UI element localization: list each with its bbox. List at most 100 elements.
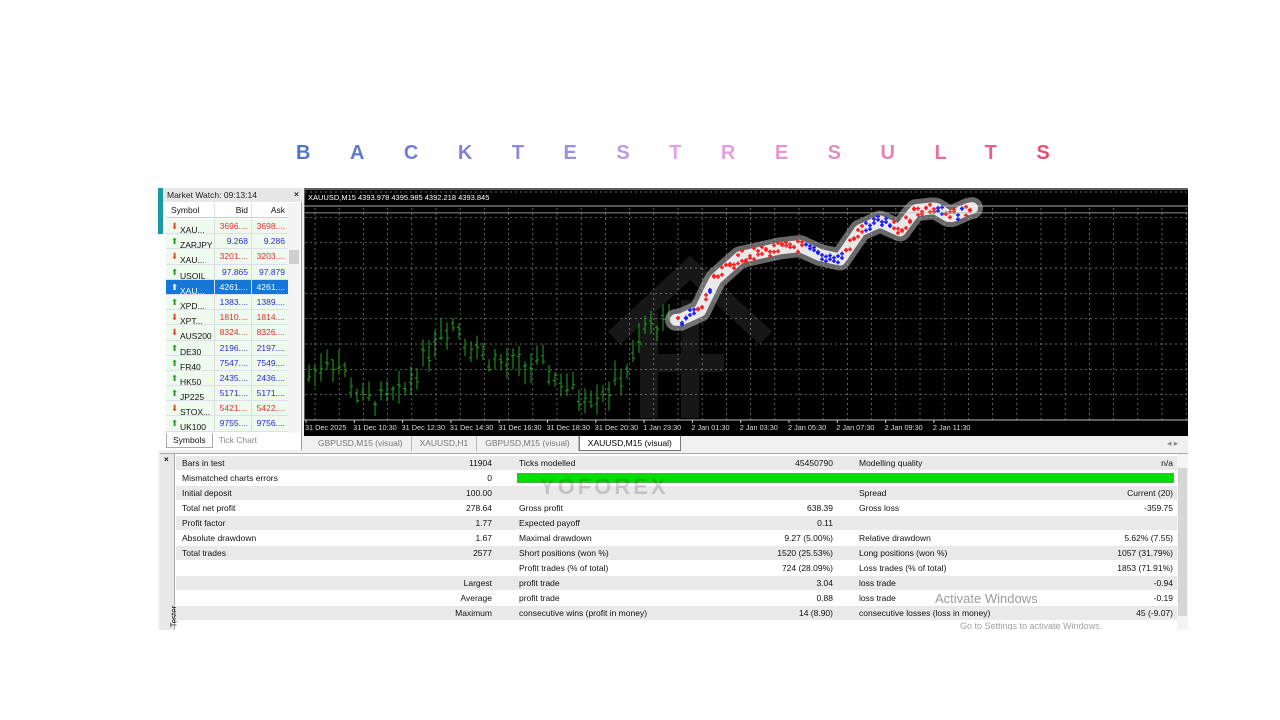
market-watch-row[interactable]: ⬇ XAU... 3696.... 3698.... bbox=[166, 219, 288, 235]
sell-arrow-icon bbox=[720, 272, 724, 277]
price-chart[interactable]: 4403.2004391.9804380.4204369.2004357.980… bbox=[304, 188, 1188, 436]
buy-arrow-icon bbox=[884, 216, 888, 221]
symbol-cell: ⬇ STOX... bbox=[166, 401, 215, 416]
chart-tab[interactable]: XAUUSD,H1 bbox=[412, 436, 478, 451]
buy-arrow-icon bbox=[868, 227, 872, 232]
market-watch-list: ⬇ XAU... 3696.... 3698.... ⬆ ZARJPY 9.268 9.286… bbox=[166, 219, 288, 432]
ask-cell: 8326.... bbox=[256, 327, 285, 338]
tab-scroll-arrows-icon[interactable]: ◂ ▸ bbox=[1167, 438, 1178, 448]
result-value: Current (20) bbox=[1127, 488, 1173, 498]
market-watch-tabs: Symbols Tick Chart bbox=[166, 433, 300, 448]
scrollbar-thumb[interactable] bbox=[1178, 468, 1187, 616]
result-value: -359.75 bbox=[1144, 503, 1173, 513]
symbol-cell: ⬇ AUS200 bbox=[166, 325, 215, 340]
sell-arrow-icon bbox=[916, 206, 920, 211]
market-watch-row[interactable]: ⬆ HK50 2435.... 2436.... bbox=[166, 370, 288, 387]
tab-symbols[interactable]: Symbols bbox=[166, 433, 213, 448]
time-label: 31 Dec 20:30 bbox=[595, 423, 638, 432]
arrow-up-icon: ⬆ bbox=[171, 388, 179, 399]
sell-arrow-icon bbox=[720, 265, 724, 270]
column-bid[interactable]: Bid bbox=[215, 203, 252, 217]
market-watch-row[interactable]: ⬇ XAU... 3201.... 3203.... bbox=[166, 249, 288, 265]
arrow-up-icon: ⬆ bbox=[171, 281, 179, 292]
chart-tab-active[interactable]: XAUUSD,M15 (visual) bbox=[578, 436, 681, 451]
sell-arrow-icon bbox=[732, 262, 736, 267]
market-watch-row[interactable]: ⬆ XPD... 1383.... 1389.... bbox=[166, 294, 288, 311]
time-label: 31 Dec 12:30 bbox=[402, 423, 445, 432]
bid-cell: 5171.... bbox=[215, 386, 252, 401]
result-value: 724 (28.09%) bbox=[781, 563, 833, 573]
buy-arrow-icon bbox=[956, 212, 960, 217]
market-watch-row[interactable]: ⬆ UK100 9755.... 9756.... bbox=[166, 416, 288, 432]
symbol-cell: ⬆ XAU... bbox=[166, 279, 215, 294]
market-watch-row[interactable]: ⬇ XPT... 1810.... 1814.... bbox=[166, 310, 288, 326]
close-icon[interactable]: × bbox=[164, 455, 169, 464]
results-row: Average profit trade 0.88 loss trade -0.19 bbox=[176, 591, 1177, 606]
symbol-cell: ⬆ USOIL bbox=[166, 264, 215, 279]
symbol-cell: ⬆ UK100 bbox=[166, 416, 215, 431]
symbol-name: XPT... bbox=[180, 316, 203, 325]
arrow-down-icon: ⬇ bbox=[171, 312, 179, 323]
result-label: Total trades bbox=[182, 548, 226, 558]
market-watch-scrollbar[interactable] bbox=[288, 203, 300, 433]
result-label: Initial deposit bbox=[182, 488, 232, 498]
market-watch-row[interactable]: ⬆ FR40 7547.... 7549.... bbox=[166, 355, 288, 371]
market-watch-row[interactable]: ⬆ JP225 5171.... 5171.... bbox=[166, 386, 288, 402]
bid-cell: 97.865 bbox=[215, 264, 252, 279]
buy-arrow-icon bbox=[828, 257, 832, 262]
bid-cell: 3201.... bbox=[215, 249, 252, 264]
result-value: 1520 (25.53%) bbox=[777, 548, 833, 558]
market-watch-row[interactable]: ⬆ DE30 2196.... 2197.... bbox=[166, 340, 288, 356]
symbol-name: UK100 bbox=[180, 422, 206, 431]
result-label: Profit factor bbox=[182, 518, 226, 528]
close-icon[interactable]: × bbox=[294, 189, 299, 199]
results-scrollbar[interactable] bbox=[1177, 454, 1188, 630]
result-label: Modelling quality bbox=[859, 458, 923, 468]
sell-arrow-icon bbox=[776, 249, 780, 254]
arrow-up-icon: ⬆ bbox=[171, 266, 179, 277]
symbol-name: ZARJPY bbox=[180, 240, 213, 249]
buy-arrow-icon bbox=[820, 253, 824, 258]
time-label: 2 Jan 01:30 bbox=[691, 423, 729, 432]
market-watch-row[interactable]: ⬇ AUS200 8324.... 8326.... bbox=[166, 325, 288, 341]
symbol-name: XAU... bbox=[180, 285, 205, 294]
market-watch-row[interactable]: ⬆ XAU... 4261.... 4261.... bbox=[166, 279, 288, 295]
buy-arrow-icon bbox=[872, 220, 876, 225]
column-symbol[interactable]: Symbol bbox=[166, 203, 215, 217]
results-row: Mismatched charts errors 0 bbox=[176, 471, 1177, 486]
page-title: BACKTESTRESULTS bbox=[296, 142, 1090, 164]
ask-cell: 9756.... bbox=[256, 418, 285, 429]
market-watch-row[interactable]: ⬇ STOX... 5421.... 5422.... bbox=[166, 401, 288, 417]
buy-arrow-icon bbox=[692, 311, 696, 316]
symbol-cell: ⬆ XPD... bbox=[166, 294, 215, 310]
column-ask[interactable]: Ask bbox=[270, 205, 285, 215]
buy-arrow-icon bbox=[840, 251, 844, 256]
buy-arrow-icon bbox=[684, 315, 688, 320]
result-value: Maximum bbox=[455, 608, 492, 618]
sell-arrow-icon bbox=[676, 316, 680, 321]
buy-arrow-icon bbox=[864, 221, 868, 226]
buy-arrow-icon bbox=[812, 245, 816, 250]
scrollbar-thumb[interactable] bbox=[289, 250, 299, 264]
market-watch-row[interactable]: ⬆ ZARJPY 9.268 9.286 bbox=[166, 234, 288, 250]
chart-tab[interactable]: GBPUSD,M15 (visual) bbox=[477, 436, 579, 451]
buy-arrow-icon bbox=[832, 255, 836, 260]
ask-cell: 3203.... bbox=[256, 251, 285, 262]
result-value: 100.00 bbox=[466, 488, 492, 498]
sell-arrow-icon bbox=[900, 228, 904, 233]
results-table: Bars in test 11904 Ticks modelled 45450790 M… bbox=[176, 456, 1177, 621]
market-watch-row[interactable]: ⬆ USOIL 97.865 97.879 bbox=[166, 264, 288, 280]
arrow-up-icon: ⬆ bbox=[171, 418, 179, 429]
buy-arrow-icon bbox=[876, 214, 880, 219]
time-label: 31 Dec 16:30 bbox=[498, 423, 541, 432]
chart-tabs: GBPUSD,M15 (visual) XAUUSD,H1 GBPUSD,M15… bbox=[304, 436, 1188, 451]
result-label: Maximal drawdown bbox=[519, 533, 592, 543]
chart-tab[interactable]: GBPUSD,M15 (visual) bbox=[310, 436, 412, 451]
results-row: Profit trades (% of total) 724 (28.09%) Lo… bbox=[176, 561, 1177, 576]
tester-side-strip: × Tester bbox=[160, 454, 178, 630]
symbol-name: AUS200 bbox=[180, 331, 212, 340]
sell-arrow-icon bbox=[700, 305, 704, 310]
sell-arrow-icon bbox=[772, 249, 776, 254]
symbol-cell: ⬆ DE30 bbox=[166, 340, 215, 355]
tab-tick-chart[interactable]: Tick Chart bbox=[218, 435, 258, 445]
